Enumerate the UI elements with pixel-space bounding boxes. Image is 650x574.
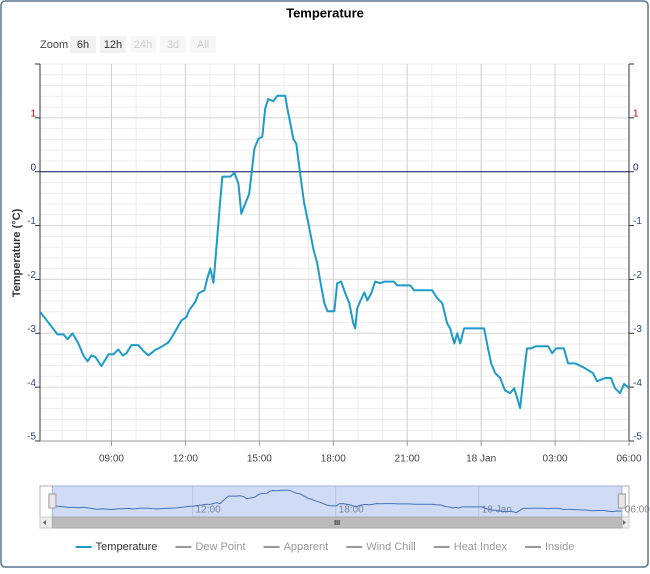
chart-title: Temperature — [286, 5, 364, 20]
legend-label[interactable]: Temperature — [96, 541, 158, 553]
zoom-button — [160, 36, 186, 53]
zoom-button — [130, 36, 156, 53]
legend-label[interactable]: Apparent — [284, 541, 329, 553]
legend-label[interactable]: Dew Point — [195, 541, 245, 553]
navigator-mask[interactable] — [51, 485, 623, 518]
y-tick-label-right: -5 — [633, 432, 642, 443]
legend-label[interactable]: Wind Chill — [366, 541, 416, 553]
zoom-button[interactable] — [70, 36, 96, 53]
y-axis-title: Temperature (°C) — [11, 208, 23, 297]
navigator-line — [52, 489, 622, 514]
legend-label[interactable]: Heat Index — [454, 541, 508, 553]
x-tick-label: 18:00 — [321, 454, 346, 465]
temperature-line — [39, 94, 630, 410]
y-tick-label: -5 — [27, 432, 36, 443]
zoom-button-label[interactable]: 6h — [77, 39, 89, 51]
scrollbar-arrow-left[interactable] — [43, 520, 46, 525]
y-tick-label: 0 — [30, 162, 36, 173]
y-tick-label-right: -4 — [633, 378, 642, 389]
zoom-button-label: All — [197, 39, 209, 51]
y-tick-label-right: -2 — [633, 270, 642, 281]
zoom-button-label[interactable]: 12h — [104, 39, 122, 51]
x-tick-label: 18 Jan — [466, 454, 496, 465]
zoom-button[interactable] — [100, 36, 126, 53]
scrollbar-arrow-right[interactable] — [623, 520, 626, 525]
y-tick-label-right: 1 — [633, 108, 639, 119]
y-tick-label: -3 — [27, 324, 36, 335]
zoom-label: Zoom — [40, 39, 68, 51]
zoom-button-label: 3d — [167, 39, 179, 51]
zoom-button — [190, 36, 216, 53]
legend-label[interactable]: Inside — [545, 541, 574, 553]
navigator-tick-label: 18:00 — [339, 505, 364, 516]
navigator-tick-label: 12:00 — [196, 505, 221, 516]
x-tick-label: 03:00 — [543, 454, 568, 465]
x-tick-label: 12:00 — [173, 454, 198, 465]
navigator-handle[interactable] — [617, 493, 626, 509]
y-tick-label: -4 — [27, 378, 36, 389]
navigator-tick-label: 06:00 — [625, 505, 650, 516]
navigator-handle[interactable] — [48, 493, 57, 509]
y-tick-label-right: 0 — [633, 162, 639, 173]
y-tick-label: -2 — [27, 270, 36, 281]
x-tick-label: 06:00 — [616, 454, 641, 465]
y-tick-label-right: -1 — [633, 216, 642, 227]
x-tick-label: 09:00 — [99, 454, 124, 465]
zoom-button-label: 24h — [134, 39, 152, 51]
x-tick-label: 21:00 — [395, 454, 420, 465]
y-tick-label: 1 — [30, 108, 36, 119]
y-tick-label: -1 — [27, 216, 36, 227]
y-tick-label-right: -3 — [633, 324, 642, 335]
x-tick-label: 15:00 — [247, 454, 272, 465]
